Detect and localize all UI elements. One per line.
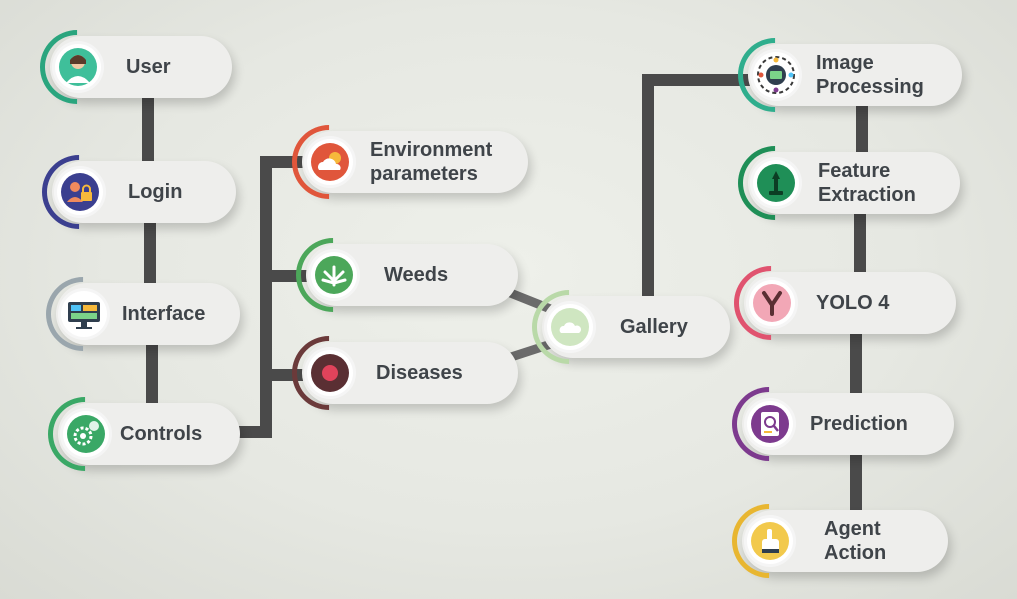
cloud-gallery-icon	[544, 301, 596, 353]
connector-controls-branch	[234, 156, 311, 438]
node-prediction: Prediction	[716, 371, 954, 477]
node-gallery: Gallery	[516, 274, 730, 380]
connector-gallery-image-processing	[642, 74, 756, 306]
node-label-image-processing: Image Processing	[816, 52, 924, 98]
node-label-prediction: Prediction	[810, 413, 908, 435]
node-weeds: Weeds	[280, 222, 518, 328]
node-label-yolo-4: YOLO 4	[816, 292, 890, 314]
node-image-processing: Image Processing	[722, 22, 962, 128]
login-lock-icon	[54, 166, 106, 218]
node-label-environment-parameters: Environment parameters	[370, 139, 493, 185]
gear-icon	[60, 408, 112, 460]
node-agent-action: Agent Action	[716, 488, 948, 594]
node-label-login: Login	[128, 181, 183, 203]
node-label-user: User	[126, 56, 171, 78]
monitor-icon	[58, 288, 110, 340]
node-diseases: Diseases	[276, 320, 518, 426]
node-login: Login	[26, 139, 236, 245]
prediction-report-icon	[744, 398, 796, 450]
weed-leaf-icon	[308, 249, 360, 301]
node-label-interface: Interface	[122, 303, 206, 325]
node-label-weeds: Weeds	[384, 264, 449, 286]
node-user: User	[24, 14, 232, 120]
node-label-gallery: Gallery	[620, 316, 688, 338]
disease-spot-icon	[304, 347, 356, 399]
user-avatar-icon	[52, 41, 104, 93]
connector-weeds-gallery	[502, 286, 554, 314]
node-label-diseases: Diseases	[376, 362, 463, 384]
node-environment-parameters: Environment parameters	[276, 109, 528, 215]
agent-action-hand-icon	[744, 515, 796, 567]
feature-extraction-icon	[750, 157, 802, 209]
node-label-controls: Controls	[120, 423, 203, 445]
node-yolo-4: YOLO 4	[718, 250, 956, 356]
image-processing-icon	[750, 49, 802, 101]
node-label-feature-extraction: Feature Extraction	[818, 160, 916, 206]
weather-cloud-sun-icon	[304, 136, 356, 188]
connector-diseases-gallery	[502, 339, 554, 364]
node-interface: Interface	[30, 261, 240, 367]
yolo-logo-icon	[746, 277, 798, 329]
node-feature-extraction: Feature Extraction	[722, 130, 960, 236]
node-controls: Controls	[32, 381, 240, 487]
node-label-agent-action: Agent Action	[824, 518, 887, 564]
